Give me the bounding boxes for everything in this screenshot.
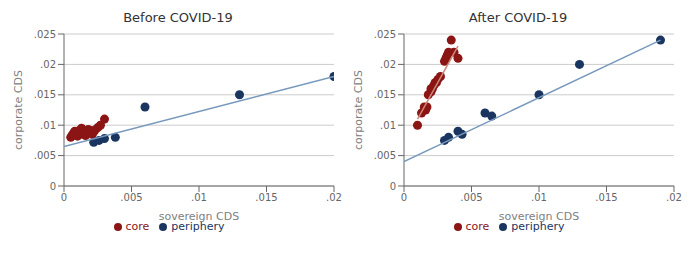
svg-text:.01: .01 — [380, 120, 396, 131]
svg-text:.01: .01 — [531, 192, 547, 203]
svg-text:.02: .02 — [326, 192, 342, 203]
svg-text:.01: .01 — [191, 192, 207, 203]
svg-text:sovereign CDS: sovereign CDS — [499, 210, 579, 223]
svg-text:.015: .015 — [255, 192, 277, 203]
svg-text:.015: .015 — [595, 192, 617, 203]
svg-text:0: 0 — [61, 192, 67, 203]
svg-text:.015: .015 — [34, 89, 56, 100]
svg-text:corporate CDS: corporate CDS — [12, 70, 25, 150]
svg-text:.005: .005 — [374, 150, 396, 161]
svg-text:.02: .02 — [380, 59, 396, 70]
html-text:After COVID-19: After COVID-19 — [468, 10, 568, 25]
html-text:core: core — [125, 220, 150, 233]
svg-text:0: 0 — [390, 181, 396, 192]
svg-text:.025: .025 — [374, 29, 396, 40]
html-text:core: core — [465, 220, 490, 233]
svg-text:.005: .005 — [120, 192, 142, 203]
html-text:periphery: periphery — [511, 220, 565, 233]
svg-text:sovereign CDS: sovereign CDS — [159, 210, 239, 223]
svg-text:.01: .01 — [40, 120, 56, 131]
svg-text:0: 0 — [50, 181, 56, 192]
svg-text:0: 0 — [401, 192, 407, 203]
svg-text:.025: .025 — [34, 29, 56, 40]
svg-text:corporate CDS: corporate CDS — [352, 70, 365, 150]
html-text:Before COVID-19: Before COVID-19 — [123, 10, 233, 25]
svg-text:.005: .005 — [34, 150, 56, 161]
html-text:periphery: periphery — [171, 220, 225, 233]
svg-text:.005: .005 — [460, 192, 482, 203]
svg-text:.015: .015 — [374, 89, 396, 100]
svg-text:.02: .02 — [666, 192, 682, 203]
svg-text:.02: .02 — [40, 59, 56, 70]
